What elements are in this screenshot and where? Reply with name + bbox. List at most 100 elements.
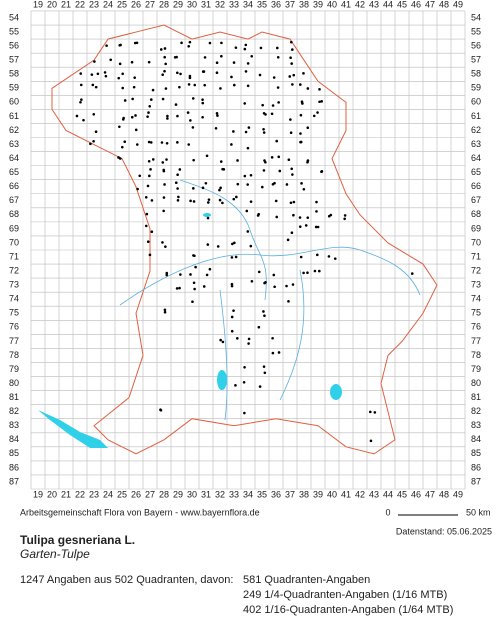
x-label-top: 26 — [131, 0, 141, 9]
dot — [249, 244, 253, 248]
grid: 19 19 20 20 21 21 22 22 23 23 24 24 25 25 26 26 27 27 28 28… — [9, 0, 481, 499]
dot — [289, 131, 293, 134]
dot — [368, 410, 372, 414]
x-label-bottom: 37 — [285, 489, 295, 499]
dot — [275, 215, 279, 219]
dot — [290, 62, 293, 65]
y-label-left: 60 — [9, 97, 19, 107]
dot — [166, 117, 169, 120]
credit: Arbeitsgemeinschaft Flora von Bayern - w… — [20, 507, 260, 517]
dot — [219, 186, 222, 190]
dot — [165, 271, 169, 275]
y-label-left: 72 — [9, 265, 19, 275]
dot — [290, 40, 293, 44]
dot — [203, 83, 207, 87]
x-label-bottom: 27 — [145, 489, 155, 499]
dot — [203, 56, 207, 59]
dot — [165, 158, 168, 161]
dot — [215, 112, 219, 115]
y-label-left: 84 — [9, 434, 19, 444]
dot — [221, 340, 225, 344]
dot — [161, 73, 164, 76]
dot — [161, 97, 165, 101]
x-label-bottom: 42 — [355, 489, 365, 499]
dot — [286, 238, 290, 242]
dot — [123, 140, 127, 144]
x-label-top: 31 — [201, 0, 211, 9]
dot — [298, 216, 302, 219]
dot — [247, 342, 250, 345]
dot — [234, 255, 238, 259]
y-label-right: 61 — [471, 111, 481, 121]
dot — [261, 103, 264, 107]
x-label-top: 21 — [61, 0, 71, 9]
dot — [274, 199, 278, 203]
dot — [146, 115, 149, 118]
dot — [271, 351, 275, 355]
dot — [315, 200, 318, 204]
dot — [193, 254, 196, 258]
y-label-right: 73 — [471, 280, 481, 290]
dot — [247, 126, 251, 129]
dot — [262, 131, 266, 134]
dot — [232, 130, 235, 133]
dot — [257, 270, 261, 274]
dot — [230, 75, 233, 79]
y-label-right: 59 — [471, 83, 481, 93]
dot — [204, 181, 208, 185]
dot — [131, 97, 134, 101]
y-label-right: 78 — [471, 350, 481, 360]
dot — [320, 100, 323, 103]
date: Datenstand: 05.06.2025 — [396, 526, 492, 536]
dot — [291, 173, 294, 176]
dot — [90, 73, 94, 76]
dot — [333, 257, 337, 260]
dot — [188, 74, 192, 78]
y-label-left: 59 — [9, 83, 19, 93]
dot — [201, 101, 205, 105]
dot — [121, 86, 124, 90]
y-label-left: 75 — [9, 308, 19, 318]
dot — [302, 271, 305, 275]
dot — [219, 160, 223, 163]
dot — [234, 384, 237, 387]
dot — [161, 161, 165, 164]
dot — [275, 139, 279, 143]
y-label-left: 61 — [9, 111, 19, 121]
dot — [262, 310, 265, 313]
x-label-bottom: 33 — [229, 489, 239, 499]
summary-line: 402 1/16-Quadranten-Angaben (1/64 MTB) — [243, 604, 453, 616]
dot — [147, 60, 151, 64]
y-label-right: 64 — [471, 153, 481, 163]
y-label-left: 54 — [9, 12, 19, 22]
dot — [176, 187, 179, 190]
dot — [96, 72, 100, 76]
dot — [79, 83, 83, 87]
dot — [373, 411, 377, 414]
dot — [320, 170, 323, 174]
y-label-left: 77 — [9, 336, 19, 346]
dot — [220, 41, 223, 45]
dot — [258, 73, 262, 77]
y-label-right: 54 — [471, 12, 481, 22]
y-label-right: 60 — [471, 97, 481, 107]
x-label-top: 28 — [159, 0, 169, 9]
y-label-left: 78 — [9, 350, 19, 360]
dot — [82, 118, 85, 122]
dot — [314, 225, 318, 229]
dot — [121, 118, 125, 121]
dot — [230, 282, 234, 286]
dot — [208, 41, 212, 45]
dot — [263, 314, 266, 318]
dot — [230, 256, 234, 259]
dot — [215, 71, 219, 75]
summary-line: 581 Quadranten-Angaben — [243, 574, 370, 586]
dot — [230, 284, 234, 288]
dot — [299, 83, 302, 86]
dot — [191, 300, 194, 304]
dot — [292, 213, 295, 217]
dot — [304, 224, 308, 227]
dot — [306, 159, 310, 162]
x-label-top: 27 — [145, 0, 155, 9]
dot — [221, 167, 224, 171]
